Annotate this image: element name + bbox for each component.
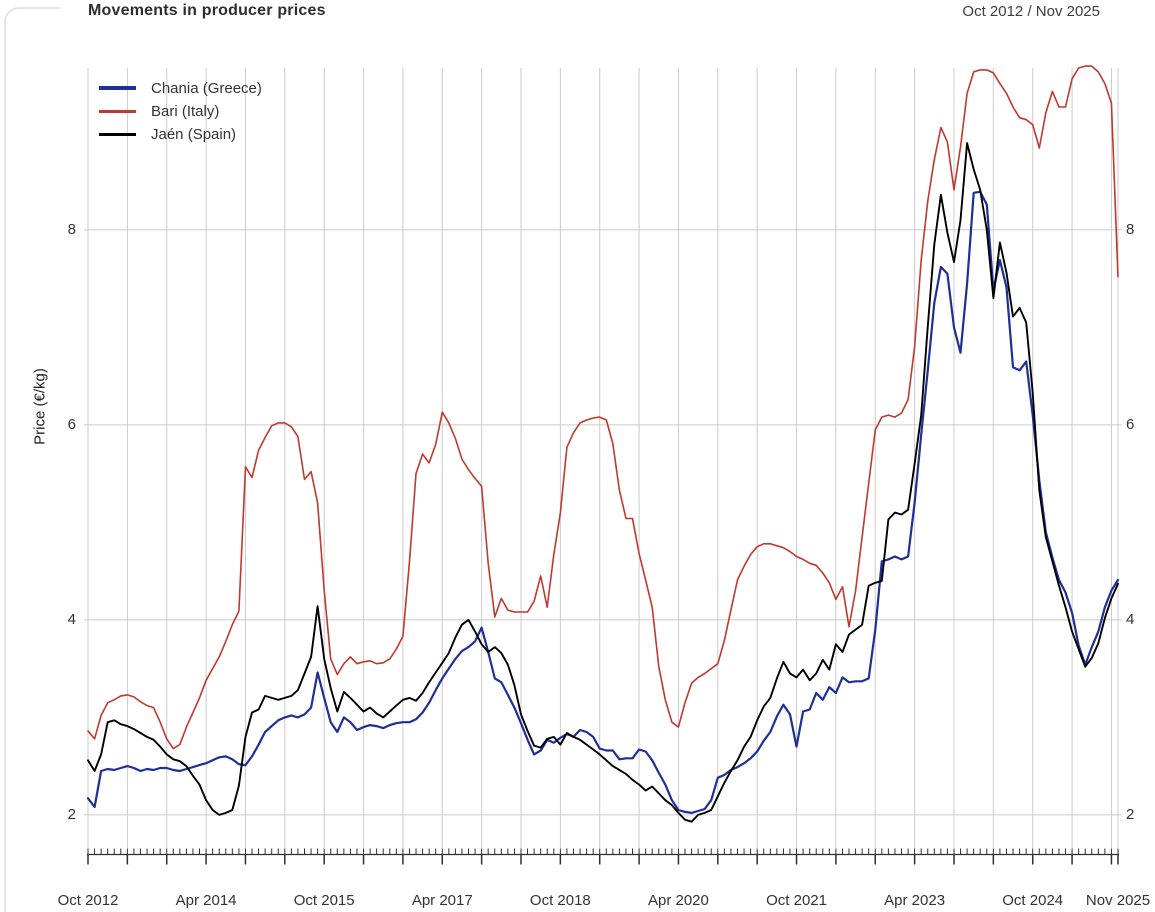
legend-label: Bari (Italy) bbox=[151, 102, 220, 120]
y-tick-label-left: 4 bbox=[67, 610, 76, 628]
x-tick-label: Apr 2014 bbox=[175, 892, 237, 909]
x-tick-label: Apr 2017 bbox=[411, 892, 473, 909]
series-line-chania bbox=[86, 190, 1120, 815]
legend-label: Jaén (Spain) bbox=[151, 125, 237, 143]
legend-item-bari[interactable]: Bari (Italy) bbox=[99, 102, 262, 120]
page-title: Movements in producer prices bbox=[88, 2, 326, 19]
y-tick-label-right: 4 bbox=[1126, 610, 1135, 628]
x-tick-label: Apr 2023 bbox=[884, 892, 946, 909]
series-line-jaen bbox=[87, 142, 1119, 823]
y-tick-label-right: 2 bbox=[1126, 805, 1135, 823]
series-line-bari bbox=[87, 65, 1119, 750]
x-tick-label: Oct 2024 bbox=[1002, 892, 1064, 909]
y-tick-label-right: 8 bbox=[1126, 220, 1135, 238]
legend-line-swatch bbox=[99, 109, 136, 113]
y-tick-label-right: 6 bbox=[1126, 415, 1135, 433]
y-tick-label-left: 6 bbox=[67, 415, 76, 433]
x-tick-label: Nov 2025 bbox=[1085, 892, 1151, 909]
y-tick-label-left: 2 bbox=[67, 805, 76, 823]
legend-line-swatch bbox=[99, 86, 136, 90]
legend-label: Chania (Greece) bbox=[151, 79, 262, 97]
x-tick-label: Oct 2012 bbox=[57, 892, 119, 909]
legend-item-chania[interactable]: Chania (Greece) bbox=[99, 79, 262, 97]
legend-item-jaen[interactable]: Jaén (Spain) bbox=[99, 125, 262, 143]
x-tick-label: Oct 2018 bbox=[529, 892, 591, 909]
date-range-label: Oct 2012 / Nov 2025 bbox=[962, 3, 1100, 20]
y-axis-title: Price (€/kg) bbox=[31, 368, 49, 445]
x-tick-label: Oct 2015 bbox=[293, 892, 355, 909]
x-tick-label: Oct 2021 bbox=[766, 892, 827, 909]
x-tick-label: Apr 2020 bbox=[647, 892, 709, 909]
legend: Chania (Greece) Bari (Italy) Jaén (Spain) bbox=[99, 79, 262, 143]
legend-line-swatch bbox=[99, 132, 136, 136]
y-tick-label-left: 8 bbox=[67, 220, 76, 238]
